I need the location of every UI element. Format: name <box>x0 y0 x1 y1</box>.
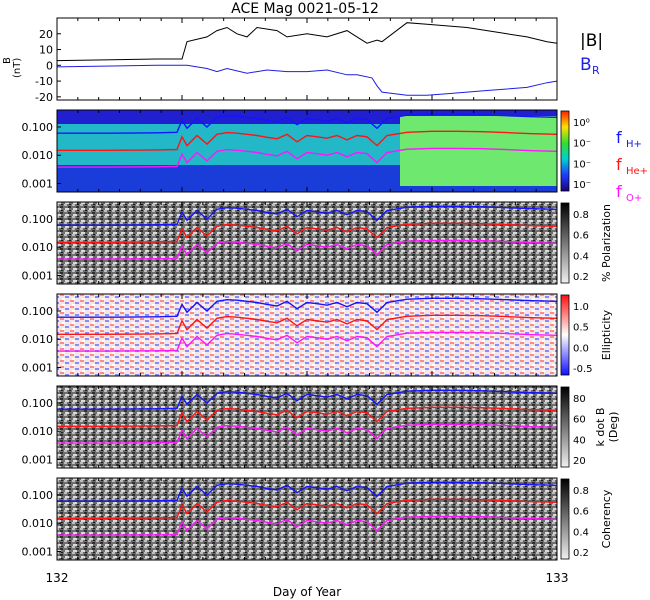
y-tick-label: 0.100 <box>22 213 54 226</box>
colorbar-tick-label: 40 <box>573 435 586 446</box>
colorbar-label: k dot B <box>594 408 607 447</box>
background-layer <box>57 110 557 560</box>
gyrofreq-line-heplus <box>57 222 558 244</box>
colorbar-tick-label: 0.6 <box>573 231 589 242</box>
colorbar <box>560 202 570 284</box>
gyrofreq-line-hplus <box>57 481 558 502</box>
gyrofreq-line-heplus <box>57 314 558 335</box>
colorbar-tick-label: 1.0 <box>573 302 589 313</box>
gyrofreq-line-hplus <box>57 389 558 410</box>
colorbar-label-2: (Deg) <box>607 412 620 443</box>
colorbar <box>560 110 570 192</box>
gyrofreq-line-heplus <box>57 498 558 519</box>
y-tick-label: 0.100 <box>22 121 54 134</box>
y-tick-label: 0.001 <box>22 454 54 467</box>
y-tick-label: 0.100 <box>22 305 54 318</box>
colorbar-tick-label: 20 <box>573 456 586 467</box>
ion-legend-f: f <box>616 155 622 174</box>
gyrofreq-line-hplus <box>57 113 558 134</box>
colorbar-tick-label: 10⁻ <box>573 139 591 150</box>
y-tick-label: 0.100 <box>22 489 54 502</box>
colorbar <box>560 386 570 468</box>
legend-br: B <box>580 55 592 75</box>
x-axis-label: Day of Year <box>273 585 341 599</box>
gyrofreq-line-oplus <box>57 331 558 352</box>
gyrofreq-line-oplus <box>57 239 558 260</box>
y-tick-label: 0.001 <box>22 178 54 191</box>
colorbar-tick-label: 10⁻ <box>573 180 591 191</box>
gyrofreq-line-heplus <box>57 406 558 427</box>
legend-bmag: |B| <box>580 31 603 51</box>
bfield-line-0 <box>56 22 558 62</box>
frames-layer <box>56 17 570 561</box>
y-tick-label: 10 <box>39 44 53 57</box>
chart-title: ACE Mag 0021-05-12 <box>231 1 379 17</box>
spectrogram-bg <box>57 294 557 376</box>
x-tick-label: 132 <box>46 571 69 585</box>
colorbar-tick-label: 0.2 <box>573 272 589 283</box>
ion-legend-sub: He+ <box>626 166 648 177</box>
bfield-ylabel-top: B <box>2 57 13 64</box>
colorbar-tick-label: 0.4 <box>573 251 589 262</box>
ion-legend-f: f <box>616 182 622 201</box>
ion-legend-f: f <box>616 128 622 147</box>
legend-br-sub: R <box>592 64 600 77</box>
y-tick-label: 0.001 <box>22 270 54 283</box>
colorbar-tick-label: 60 <box>573 415 586 426</box>
colorbar-tick-label: 0.8 <box>573 210 589 221</box>
power-band-bottom <box>400 186 557 192</box>
y-tick-label: -10 <box>35 75 53 88</box>
colorbar-label: Coherency <box>600 489 613 548</box>
colorbar-tick-label: 0.8 <box>573 486 589 497</box>
y-tick-label: 0.010 <box>22 333 54 346</box>
colorbar-tick-label: 0.4 <box>573 527 589 538</box>
colorbar-tick-label: 80 <box>573 394 586 405</box>
colorbar-label: Ellipticity <box>600 309 613 360</box>
y-tick-label: 20 <box>39 28 53 41</box>
y-tick-label: 0 <box>46 59 53 72</box>
colorbar-tick-label: 0.6 <box>573 507 589 518</box>
colorbar-tick-label: 0.0 <box>573 343 589 354</box>
y-tick-label: 0.010 <box>22 241 54 254</box>
colorbar <box>560 478 570 560</box>
colorbar-label: % Polarization <box>600 204 613 282</box>
spectrogram-bg <box>57 478 557 560</box>
bfield-line-1 <box>56 64 558 96</box>
y-tick-label: -20 <box>35 91 53 104</box>
gyrofreq-line-oplus <box>57 515 558 536</box>
y-tick-label: 0.100 <box>22 397 54 410</box>
y-tick-label: 0.001 <box>22 362 54 375</box>
y-tick-label: 0.010 <box>22 517 54 530</box>
colorbar-tick-label: 0.5 <box>573 323 589 334</box>
lines-layer <box>56 22 558 536</box>
ion-legend-sub: H+ <box>626 139 642 150</box>
colorbar-tick-label: 0.2 <box>573 548 589 559</box>
power-band-green <box>400 116 557 188</box>
colorbar <box>560 294 570 376</box>
ion-legend-sub: O+ <box>626 193 642 204</box>
gyrofreq-line-hplus <box>57 297 558 318</box>
gyrofreq-line-oplus <box>57 147 558 168</box>
y-tick-label: 0.010 <box>22 425 54 438</box>
gyrofreq-line-oplus <box>57 423 558 444</box>
y-tick-label: 0.010 <box>22 149 54 162</box>
x-tick-label: 133 <box>546 571 569 585</box>
spectrogram-bg <box>57 202 557 284</box>
colorbar-tick-label: 10⁰ <box>573 118 590 129</box>
y-tick-label: 0.001 <box>22 546 54 559</box>
bfield-ylabel-unit: (nT) <box>12 58 23 78</box>
colorbar-tick-label: -0.5 <box>573 364 593 375</box>
gyrofreq-line-heplus <box>57 130 558 152</box>
spectrogram-bg <box>57 386 557 468</box>
gyrofreq-line-hplus <box>57 205 558 226</box>
colorbar-tick-label: 10⁻ <box>573 159 591 170</box>
